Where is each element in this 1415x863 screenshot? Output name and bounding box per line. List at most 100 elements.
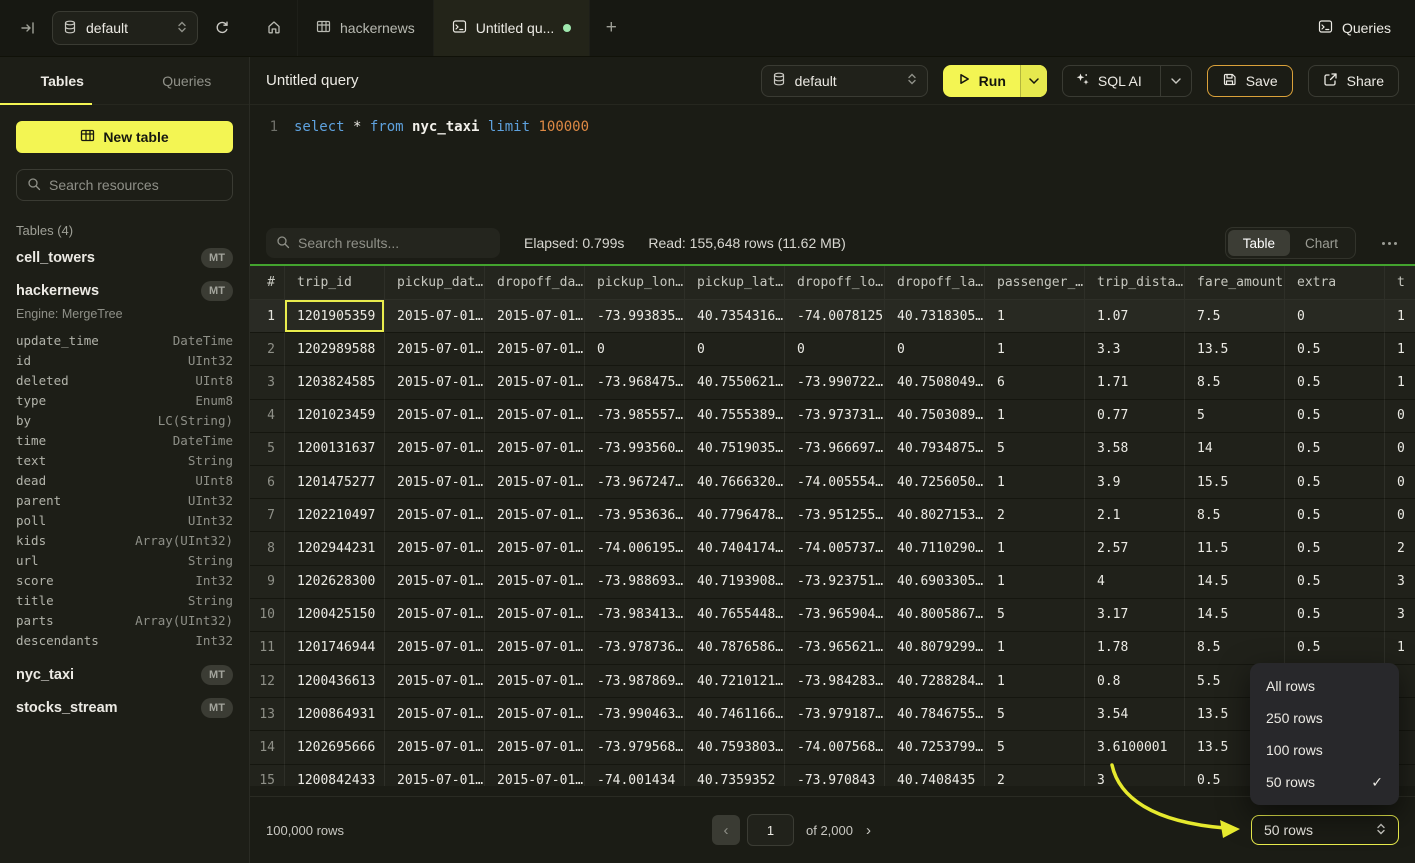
column-header-pickup_lat…[interactable]: pickup_lat… [685,266,785,300]
table-cell[interactable]: -73.923751… [785,566,885,599]
table-cell[interactable]: 40.7288284… [885,665,985,698]
table-cell[interactable]: 0 [1385,499,1415,532]
table-cell[interactable]: 2015-07-01… [485,698,585,731]
table-cell[interactable]: 2015-07-01… [385,366,485,399]
table-cell[interactable]: 0.5 [1285,400,1385,433]
table-cell[interactable]: 2015-07-01… [385,333,485,366]
table-cell[interactable]: 5 [985,698,1085,731]
table-cell[interactable]: 1 [985,300,1085,333]
table-cell[interactable]: 2015-07-01… [485,300,585,333]
table-cell[interactable]: 0.5 [1285,333,1385,366]
table-cell[interactable]: -73.979568… [585,731,685,764]
table-cell[interactable]: 40.7408435 [885,765,985,786]
table-cell[interactable]: 3 [1385,599,1415,632]
table-cell[interactable]: 40.8079299… [885,632,985,665]
run-options-button[interactable] [1020,65,1047,97]
table-cell[interactable]: 0 [1285,300,1385,333]
table-cell[interactable]: 0.77 [1085,400,1185,433]
table-cell[interactable]: -73.973731… [785,400,885,433]
table-cell[interactable]: 0 [785,333,885,366]
table-cell[interactable]: -73.988693… [585,566,685,599]
table-cell[interactable]: 3.58 [1085,433,1185,466]
resource-search-input[interactable] [49,177,222,193]
table-cell[interactable]: -74.006195… [585,532,685,565]
table-cell[interactable]: 1 [1385,366,1415,399]
sql-ai-options-button[interactable] [1160,66,1191,96]
table-cell[interactable]: 40.7503089… [885,400,985,433]
table-cell[interactable]: 3.3 [1085,333,1185,366]
table-cell[interactable]: -73.993835… [585,300,685,333]
table-cell[interactable]: 0 [885,333,985,366]
table-cell[interactable]: 2.1 [1085,499,1185,532]
table-cell[interactable]: 2015-07-01… [385,765,485,786]
table-cell[interactable]: 2 [985,499,1085,532]
run-button[interactable]: Run [943,65,1020,97]
table-cell[interactable]: 7.5 [1185,300,1285,333]
table-cell[interactable]: 0.5 [1285,566,1385,599]
table-cell[interactable]: -73.970843 [785,765,885,786]
sidebar-tab-tables[interactable]: Tables [0,57,125,104]
table-cell[interactable]: -74.005554… [785,466,885,499]
next-page-button[interactable]: › [860,822,877,839]
table-cell[interactable]: 40.7846755… [885,698,985,731]
table-cell[interactable]: 4 [1085,566,1185,599]
tab-hackernews[interactable]: hackernews [298,0,434,56]
table-cell[interactable]: 3.9 [1085,466,1185,499]
page-number-input[interactable] [747,814,794,846]
table-cell[interactable]: 1201746944 [285,632,385,665]
table-cell[interactable]: 0.5 [1285,466,1385,499]
table-cell[interactable]: 40.7404174… [685,532,785,565]
table-cell[interactable]: 14.5 [1185,566,1285,599]
table-cell[interactable]: 1 [985,665,1085,698]
table-cell[interactable]: 5 [985,599,1085,632]
column-header-extra[interactable]: extra [1285,266,1385,300]
table-cell[interactable]: 1202210497 [285,499,385,532]
table-cell[interactable]: 5 [985,731,1085,764]
table-cell[interactable]: 2015-07-01… [385,466,485,499]
database-selector[interactable]: default [52,11,198,45]
table-cell[interactable]: 1 [985,333,1085,366]
table-cell[interactable]: 1 [985,532,1085,565]
table-cell[interactable]: 0.5 [1285,366,1385,399]
table-cell[interactable]: 40.7461166… [685,698,785,731]
table-cell[interactable]: 1 [985,466,1085,499]
sidebar-tab-queries[interactable]: Queries [125,57,250,104]
table-cell[interactable]: -74.005737… [785,532,885,565]
table-cell[interactable]: 2015-07-01… [485,466,585,499]
view-toggle-table[interactable]: Table [1228,230,1290,256]
table-cell[interactable]: 6 [985,366,1085,399]
table-cell[interactable]: 2.57 [1085,532,1185,565]
column-header-dropoff_da…[interactable]: dropoff_da… [485,266,585,300]
table-cell[interactable]: 1.07 [1085,300,1185,333]
table-cell[interactable]: 5 [985,433,1085,466]
table-cell[interactable]: 1201475277 [285,466,385,499]
table-cell[interactable]: 1202989588 [285,333,385,366]
table-cell[interactable]: 2015-07-01… [485,433,585,466]
table-cell[interactable]: 1202628300 [285,566,385,599]
sidebar-item-stocks_stream[interactable]: stocks_streamMT [16,695,233,721]
table-cell[interactable]: 3 [1085,765,1185,786]
view-toggle-chart[interactable]: Chart [1290,230,1353,256]
table-cell[interactable]: 1 [985,566,1085,599]
table-cell[interactable]: 2015-07-01… [485,665,585,698]
table-cell[interactable]: 40.8027153… [885,499,985,532]
table-cell[interactable]: -74.007568… [785,731,885,764]
column-header-fare_amount[interactable]: fare_amount [1185,266,1285,300]
column-header-t[interactable]: t [1385,266,1415,300]
table-cell[interactable]: 1 [1385,300,1415,333]
table-cell[interactable]: -73.953636… [585,499,685,532]
table-cell[interactable]: 40.7318305… [885,300,985,333]
table-cell[interactable]: 0.5 [1285,632,1385,665]
table-cell[interactable]: 2015-07-01… [485,765,585,786]
table-cell[interactable]: 0.5 [1285,532,1385,565]
resource-search[interactable] [16,169,233,201]
table-cell[interactable]: 40.7796478… [685,499,785,532]
sidebar-item-cell_towers[interactable]: cell_towersMT [16,245,233,271]
table-cell[interactable]: 3.54 [1085,698,1185,731]
table-cell[interactable]: 40.7876586… [685,632,785,665]
table-cell[interactable]: 1203824585 [285,366,385,399]
new-tab-button[interactable]: + [590,0,632,56]
table-cell[interactable]: 13.5 [1185,333,1285,366]
table-cell[interactable]: -73.987869… [585,665,685,698]
table-cell[interactable]: 40.7519035… [685,433,785,466]
